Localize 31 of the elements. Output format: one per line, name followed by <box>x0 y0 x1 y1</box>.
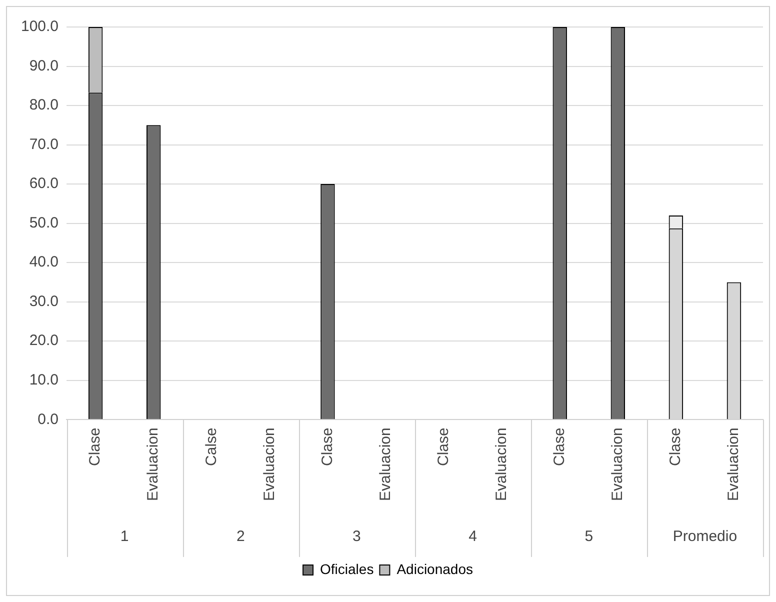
y-tick-label: 0.0 <box>38 410 59 428</box>
y-tick-label: 50.0 <box>29 214 59 232</box>
y-tick-label: 60.0 <box>29 175 59 192</box>
y-tick-label: 20.0 <box>29 332 59 350</box>
x-tick-label: Evaluacion <box>609 428 626 502</box>
text: Promedio <box>672 528 738 546</box>
text: 5 <box>584 528 594 546</box>
x-tick-label: Clase <box>318 428 336 466</box>
y-tick-label: 10.0 <box>29 371 59 388</box>
x-tick-label: Evaluacion <box>725 428 742 502</box>
y-tick-label: 90.0 <box>29 57 59 74</box>
x-tick-label: Evaluacion <box>492 428 510 502</box>
legend-label: Adicionados <box>396 560 473 577</box>
text: 4 <box>468 528 477 546</box>
y-tick-label: 80.0 <box>29 96 59 114</box>
x-tick-label: Clase <box>86 428 104 466</box>
x-tick-label: Clase <box>667 428 684 466</box>
x-tick-label: Evaluacion <box>144 428 162 502</box>
y-tick-label: 70.0 <box>29 136 59 153</box>
y-tick-label: 100.0 <box>20 18 59 36</box>
text: 3 <box>352 528 361 546</box>
x-tick-label: Evaluacion <box>260 428 278 502</box>
x-tick-label: Clase <box>551 428 568 466</box>
y-tick-label: 40.0 <box>29 254 59 271</box>
x-tick-label: Evaluacion <box>376 428 394 502</box>
text: 2 <box>236 528 245 546</box>
legend-label: Oficiales <box>320 560 374 577</box>
x-tick-label: Clase <box>434 428 452 466</box>
text: 1 <box>120 528 129 546</box>
x-tick-label: Calse <box>202 428 220 466</box>
y-tick-label: 30.0 <box>29 292 59 310</box>
